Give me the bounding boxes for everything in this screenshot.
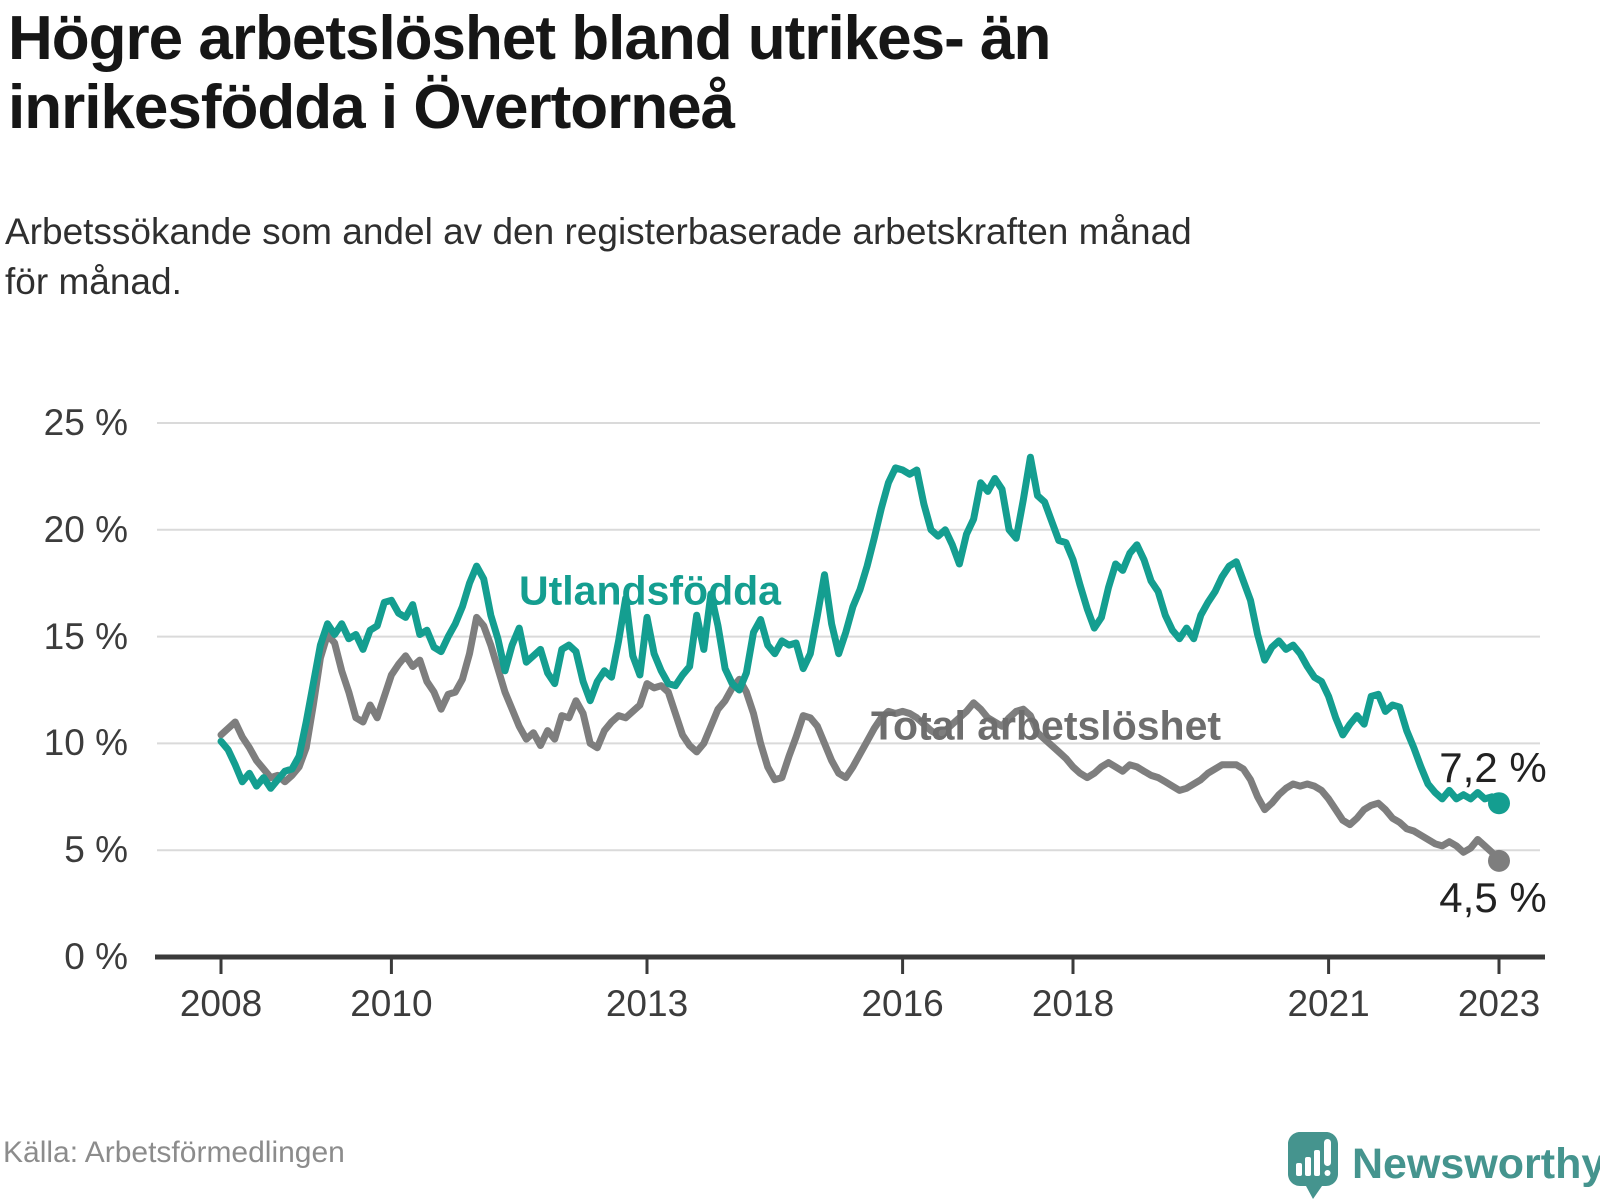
y-tick-label: 0 % <box>64 936 128 977</box>
x-tick-label: 2010 <box>350 983 433 1024</box>
y-tick-label: 5 % <box>64 829 128 871</box>
source-note: Källa: Arbetsförmedlingen <box>3 1136 345 1169</box>
subtitle-line-2: för månad. <box>5 260 182 302</box>
series-label-total: Total arbetslöshet <box>870 702 1222 749</box>
end-value-total: 4,5 % <box>1439 873 1547 921</box>
page-title: Högre arbetslöshet bland utrikes- än inr… <box>8 4 1368 143</box>
x-tick-label: 2013 <box>605 983 689 1024</box>
y-tick-label: 25 % <box>43 402 128 443</box>
x-tick-label: 2008 <box>179 983 263 1024</box>
x-tick-label: 2023 <box>1457 983 1541 1024</box>
series-label-utlandsfodda: Utlandsfödda <box>519 567 781 614</box>
title-line-2: inrikesfödda i Övertorneå <box>8 73 735 143</box>
end-value-utlandsfodda: 7,2 % <box>1439 744 1547 792</box>
newsworthy-brand-text: Newsworthy <box>1352 1140 1600 1188</box>
subtitle-line-1: Arbetssökande som andel av den registerb… <box>5 211 1192 252</box>
x-tick-label: 2021 <box>1287 983 1370 1024</box>
title-line-1: Högre arbetslöshet bland utrikes- än <box>8 4 1051 73</box>
x-tick-label: 2018 <box>1031 983 1115 1024</box>
newsworthy-logo-icon <box>1288 1132 1338 1199</box>
y-tick-label: 15 % <box>43 615 128 657</box>
chart-subtitle: Arbetssökande som andel av den registerb… <box>5 207 1565 307</box>
x-tick-label: 2016 <box>861 983 944 1024</box>
y-tick-label: 20 % <box>43 508 128 550</box>
y-tick-label: 10 % <box>43 722 128 764</box>
